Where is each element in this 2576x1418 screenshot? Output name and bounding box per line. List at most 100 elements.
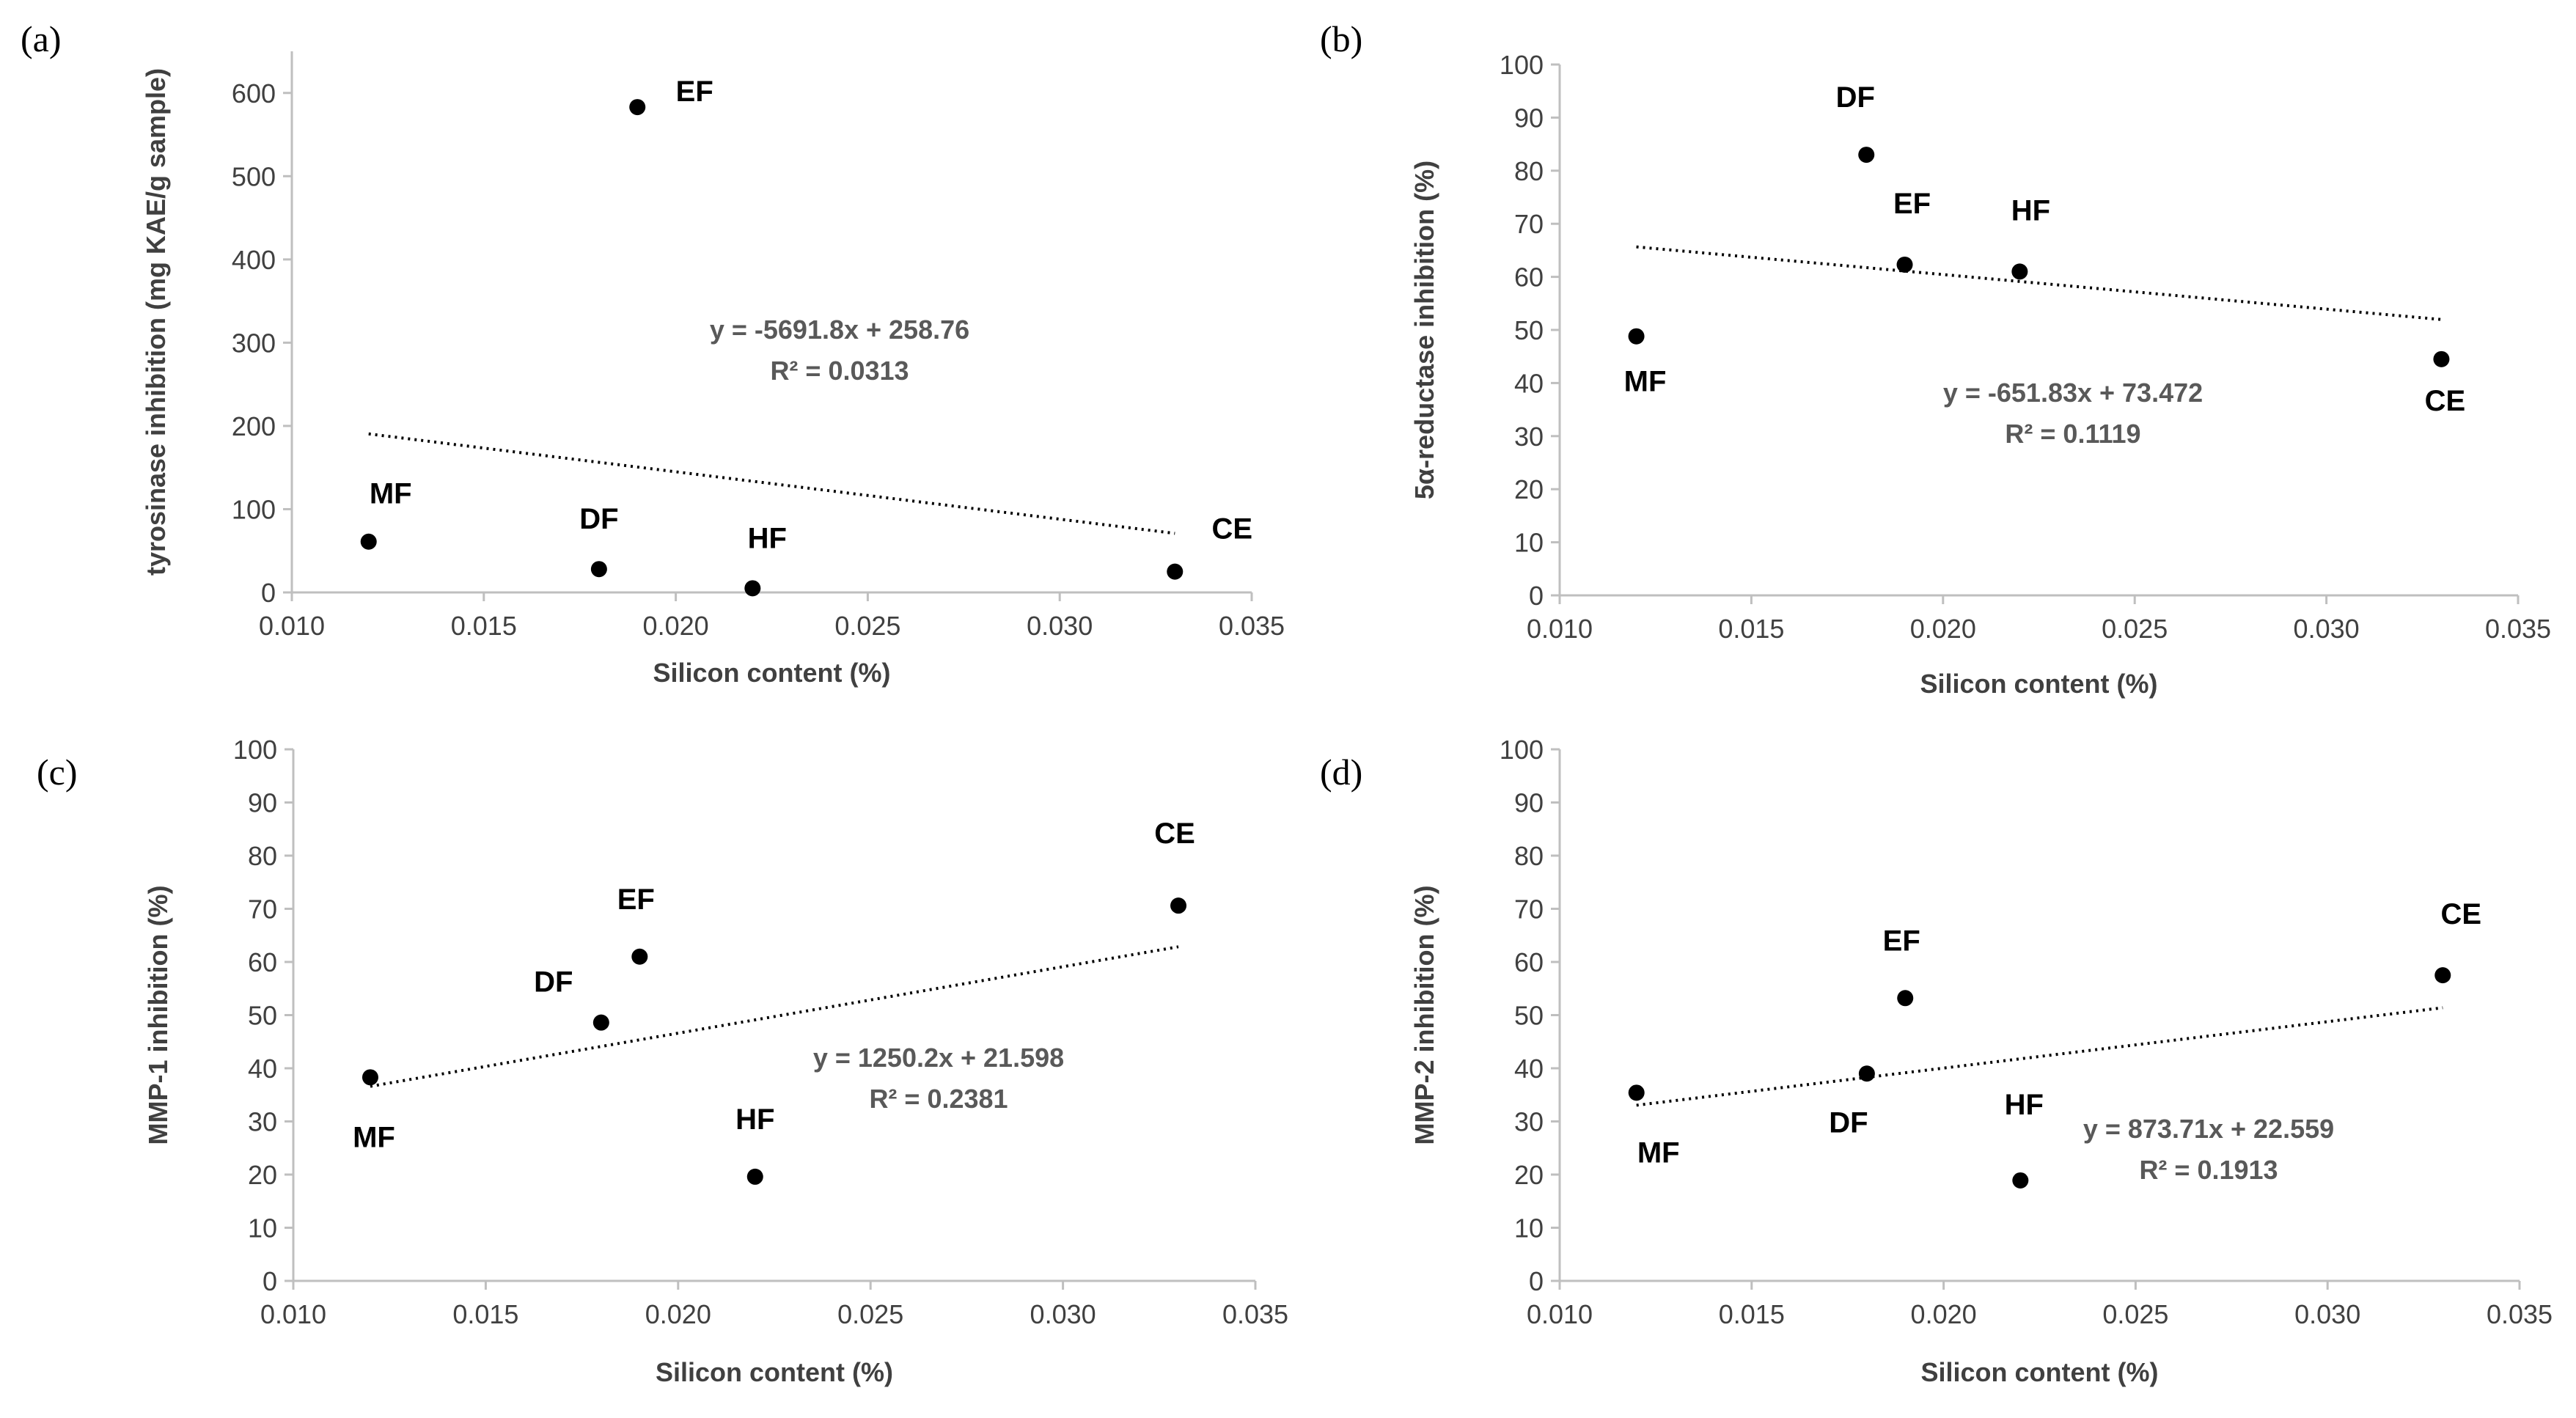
x-tick-label: 0.025: [834, 611, 900, 641]
y-tick-label: 50: [1514, 315, 1544, 345]
panel-letter: (c): [37, 752, 78, 793]
y-tick-label: 20: [1514, 1160, 1544, 1190]
y-tick-label: 80: [248, 841, 277, 871]
y-tick-label: 60: [248, 947, 277, 977]
y-tick-label: 100: [1500, 735, 1544, 765]
y-tick-label: 400: [232, 245, 276, 275]
x-tick-label: 0.015: [1719, 1299, 1785, 1329]
data-point-ef: [629, 99, 646, 116]
point-label-ce: CE: [1211, 513, 1252, 545]
y-tick-label: 50: [1514, 1001, 1544, 1031]
x-tick-label: 0.015: [451, 611, 517, 641]
x-tick-label: 0.020: [1910, 614, 1976, 644]
x-tick-label: 0.035: [1219, 611, 1285, 641]
data-point-mf: [360, 533, 377, 550]
x-tick-label: 0.030: [2294, 614, 2360, 644]
x-tick-label: 0.020: [645, 1299, 711, 1329]
y-tick-label: 500: [232, 161, 276, 191]
y-tick-label: 90: [1514, 788, 1544, 818]
y-tick-label: 30: [248, 1107, 277, 1137]
y-tick-label: 70: [248, 894, 277, 925]
x-tick-label: 0.035: [1222, 1299, 1288, 1329]
point-label-df: DF: [1836, 81, 1875, 114]
y-tick-label: 40: [1514, 368, 1544, 398]
point-label-hf: HF: [2005, 1089, 2044, 1121]
data-point-hf: [2011, 263, 2028, 280]
y-axis-title: MMP-1 inhibition (%): [143, 886, 173, 1145]
x-axis-title: Silicon content (%): [653, 658, 891, 688]
panel-a: (a) 0 100 200 300 400 500 600 0.010 0.015 0.020 0.0…: [21, 18, 1285, 688]
panel-c: (c) 0 10 20 30 40 50 60 70 80 90 100 0.010 0.015 0.020…: [37, 735, 1288, 1387]
point-label-mf: MF: [1637, 1136, 1680, 1169]
data-point-ce: [1167, 563, 1184, 580]
y-tick-label: 90: [248, 788, 277, 818]
data-point-df: [1858, 1065, 1875, 1082]
data-point-df: [1858, 147, 1875, 164]
data-point-df: [592, 1014, 609, 1031]
point-label-ef: EF: [1893, 188, 1931, 220]
y-tick-label: 100: [1500, 50, 1544, 80]
y-tick-label: 80: [1514, 841, 1544, 871]
data-point-ce: [2434, 967, 2451, 984]
y-tick-label: 0: [261, 578, 276, 608]
point-label-ce: CE: [2440, 898, 2481, 930]
r-squared: R² = 0.0313: [770, 356, 909, 386]
x-axis-title: Silicon content (%): [656, 1357, 893, 1387]
y-tick-label: 80: [1514, 156, 1544, 186]
x-tick-label: 0.030: [1030, 1299, 1096, 1329]
x-tick-label: 0.010: [259, 611, 325, 641]
point-label-hf: HF: [735, 1103, 774, 1136]
panel-letter: (b): [1320, 18, 1362, 59]
r-squared: R² = 0.1119: [2005, 419, 2140, 449]
data-point-ef: [1897, 990, 1914, 1007]
y-tick-label: 100: [232, 494, 276, 524]
x-tick-label: 0.025: [837, 1299, 903, 1329]
y-tick-label: 40: [248, 1054, 277, 1084]
regression-equation: y = 873.71x + 22.559: [2083, 1114, 2334, 1144]
panel-d: (d) 0 10 20 30 40 50 60 70 80 90 100 0.010 0.015 0.020…: [1320, 735, 2553, 1387]
y-tick-label: 90: [1514, 103, 1544, 133]
regression-equation: y = -651.83x + 73.472: [1943, 378, 2203, 408]
point-label-mf: MF: [1624, 366, 1667, 398]
data-point-ef: [1896, 256, 1913, 273]
x-tick-label: 0.010: [1527, 1299, 1593, 1329]
y-tick-label: 10: [1514, 528, 1544, 558]
panel-b: (b) 0 10 20 30 40 50 60 70 80 90 100 0.010 0.015 0.020…: [1320, 18, 2551, 699]
x-tick-label: 0.015: [452, 1299, 518, 1329]
r-squared: R² = 0.1913: [2139, 1155, 2278, 1185]
y-tick-label: 70: [1514, 209, 1544, 239]
y-tick-label: 0: [1529, 581, 1544, 611]
point-label-ce: CE: [1154, 818, 1195, 850]
data-point-hf: [744, 580, 761, 597]
y-tick-label: 300: [232, 328, 276, 358]
point-label-df: DF: [1829, 1106, 1868, 1139]
y-tick-label: 100: [233, 735, 277, 765]
y-axis-title: 5α-reductase inhibition (%): [1409, 161, 1439, 499]
y-tick-label: 200: [232, 411, 276, 441]
point-label-df: DF: [579, 503, 618, 535]
data-point-df: [590, 561, 607, 578]
x-tick-label: 0.035: [2487, 1299, 2553, 1329]
data-point-hf: [746, 1168, 763, 1185]
x-tick-label: 0.010: [260, 1299, 326, 1329]
r-squared: R² = 0.2381: [869, 1084, 1008, 1114]
x-axis-title: Silicon content (%): [1921, 1357, 2159, 1387]
y-tick-label: 10: [248, 1213, 277, 1243]
y-axis-title: MMP-2 inhibition (%): [1409, 886, 1439, 1145]
x-tick-label: 0.035: [2485, 614, 2551, 644]
point-label-mf: MF: [370, 478, 412, 510]
y-tick-label: 20: [248, 1160, 277, 1190]
y-tick-label: 30: [1514, 1107, 1544, 1137]
panel-letter: (d): [1320, 752, 1362, 793]
x-tick-label: 0.030: [1027, 611, 1093, 641]
regression-equation: y = -5691.8x + 258.76: [710, 315, 969, 345]
point-label-ce: CE: [2425, 385, 2466, 417]
y-tick-label: 600: [232, 78, 276, 109]
trendline: [368, 432, 1175, 535]
regression-equation: y = 1250.2x + 21.598: [813, 1043, 1064, 1073]
y-tick-label: 0: [1529, 1266, 1544, 1296]
point-label-ef: EF: [676, 76, 713, 108]
trendline: [1636, 245, 2442, 321]
data-point-ce: [2433, 350, 2450, 367]
